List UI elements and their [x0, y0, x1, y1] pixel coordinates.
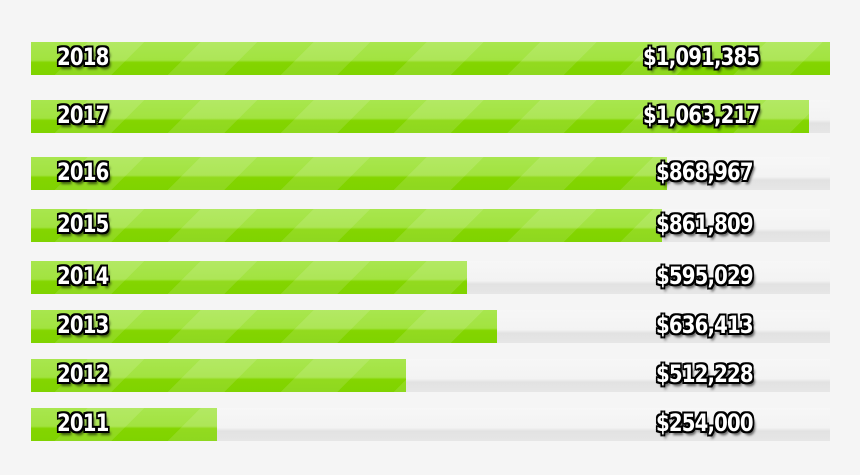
category-label: 2014 [57, 262, 109, 290]
category-label: 2011 [57, 409, 109, 437]
bar [31, 100, 810, 133]
value-label: $254,000 [656, 409, 754, 437]
value-label: $1,091,385 [643, 43, 760, 71]
bar [31, 359, 406, 392]
bar-row: 2014 $595,029 [31, 261, 830, 294]
bar [31, 209, 662, 242]
bar-row: 2011 $254,000 [31, 408, 830, 441]
bar [31, 261, 467, 294]
bar-row: 2013 $636,413 [31, 310, 830, 343]
value-label: $595,029 [656, 262, 754, 290]
category-label: 2018 [57, 43, 109, 71]
bar-row: 2012 $512,228 [31, 359, 830, 392]
category-label: 2016 [57, 158, 109, 186]
bar-row: 2016 $868,967 [31, 157, 830, 190]
bar [31, 310, 497, 343]
category-label: 2013 [57, 311, 109, 339]
bar-row: 2017 $1,063,217 [31, 100, 830, 133]
category-label: 2017 [57, 101, 109, 129]
value-label: $512,228 [656, 360, 754, 388]
bar-row: 2015 $861,809 [31, 209, 830, 242]
bar [31, 408, 217, 441]
bar [31, 157, 668, 190]
category-label: 2012 [57, 360, 109, 388]
bar [31, 42, 830, 75]
value-label: $1,063,217 [643, 101, 760, 129]
category-label: 2015 [57, 210, 109, 238]
value-label: $861,809 [656, 210, 754, 238]
value-label: $868,967 [656, 158, 754, 186]
value-label: $636,413 [656, 311, 754, 339]
bar-row: 2018 $1,091,385 [31, 42, 830, 75]
